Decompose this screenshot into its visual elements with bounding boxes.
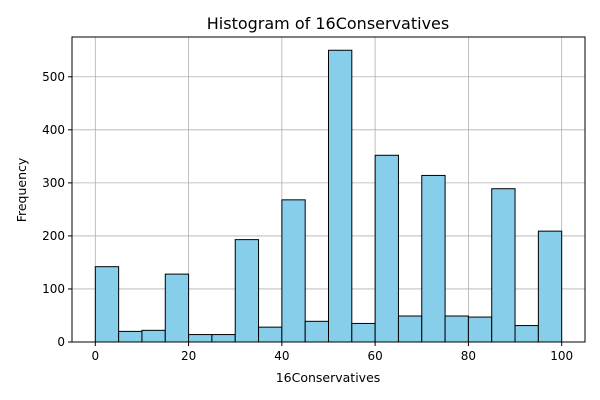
histogram-bar <box>421 174 446 343</box>
histogram-bar <box>258 326 283 343</box>
histogram-bar <box>94 266 120 343</box>
histogram-bar <box>514 325 539 343</box>
x-tick-label: 100 <box>550 349 573 363</box>
x-tick-label: 0 <box>91 349 99 363</box>
histogram-bar <box>491 188 516 343</box>
histogram-bar <box>188 334 213 343</box>
x-axis-label: 16Conservatives <box>276 370 381 385</box>
histogram-bar <box>281 199 306 343</box>
x-tick-label: 40 <box>274 349 289 363</box>
y-tick-label: 100 <box>42 282 65 296</box>
y-axis-label: Frequency <box>14 157 29 222</box>
x-tick-label: 20 <box>181 349 196 363</box>
histogram-bar <box>234 239 260 343</box>
y-tick-label: 500 <box>42 70 65 84</box>
histogram-bar <box>351 322 376 343</box>
y-tick-label: 300 <box>42 176 65 190</box>
y-axis-ticks: 0 100 200 300 400 500 <box>42 70 72 349</box>
histogram-bar <box>141 329 166 343</box>
y-tick-label: 0 <box>57 335 65 349</box>
bars <box>94 49 563 343</box>
chart-title: Histogram of 16Conservatives <box>207 14 449 33</box>
histogram-bar <box>304 320 330 343</box>
x-tick-label: 80 <box>461 349 476 363</box>
histogram-bar <box>328 49 353 343</box>
histogram-bar <box>467 316 493 343</box>
histogram-bar <box>537 230 563 343</box>
histogram-bar <box>164 273 190 343</box>
histogram-bar <box>444 315 469 343</box>
histogram-bar <box>397 315 423 343</box>
x-axis-ticks: 0 20 40 60 80 100 <box>91 342 573 363</box>
histogram-bar <box>118 330 143 343</box>
histogram-bar <box>374 154 399 343</box>
y-tick-label: 200 <box>42 229 65 243</box>
x-tick-label: 60 <box>367 349 382 363</box>
histogram-bar <box>211 334 236 343</box>
y-tick-label: 400 <box>42 123 65 137</box>
plot-frame <box>71 36 586 343</box>
